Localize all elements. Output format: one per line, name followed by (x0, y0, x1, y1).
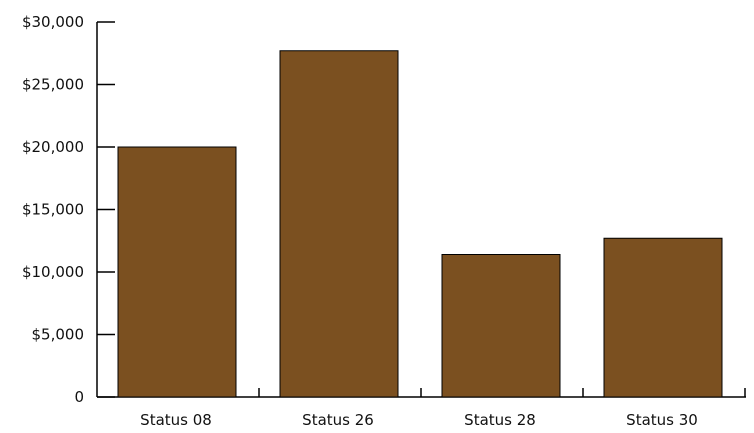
y-tick-label: $25,000 (22, 76, 84, 94)
x-tick-label: Status 30 (626, 411, 698, 429)
y-tick-label: $20,000 (22, 138, 84, 156)
bar (117, 146, 237, 398)
x-tick-label: Status 28 (464, 411, 536, 429)
y-tick-label: 0 (74, 388, 84, 406)
x-tick-label: Status 08 (140, 411, 212, 429)
y-tick-label: $10,000 (22, 263, 84, 281)
y-axis: 0 $5,000 $10,000 $15,000 $20,000 $25,000 $30,0… (22, 13, 115, 406)
bar (279, 50, 399, 398)
y-tick-label: $5,000 (32, 326, 85, 344)
x-tick-label: Status 26 (302, 411, 374, 429)
y-tick-label: $15,000 (22, 201, 84, 219)
y-tick-label: $30,000 (22, 13, 84, 31)
bar (441, 254, 561, 398)
bars (117, 50, 723, 398)
x-axis: Status 08 Status 26 Status 28 Status 30 (97, 388, 746, 429)
bar (603, 237, 723, 398)
